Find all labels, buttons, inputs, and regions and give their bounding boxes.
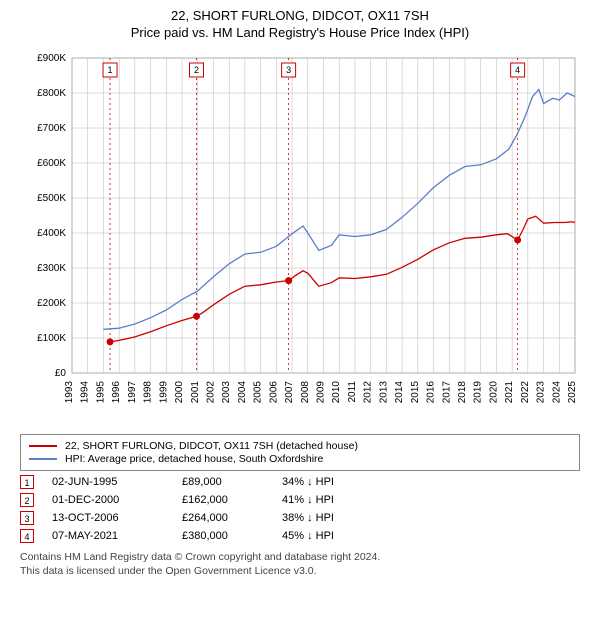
footer-line1: Contains HM Land Registry data © Crown c… <box>20 551 580 565</box>
svg-text:2002: 2002 <box>205 381 216 404</box>
svg-text:£400K: £400K <box>37 228 66 239</box>
svg-text:2013: 2013 <box>378 381 389 404</box>
chart-container: £0 £100K £200K £300K £400K £500K £600K £700K £80… <box>20 48 580 428</box>
svg-text:£800K: £800K <box>37 88 66 99</box>
svg-text:2018: 2018 <box>457 381 468 404</box>
svg-text:£700K: £700K <box>37 123 66 134</box>
svg-text:2021: 2021 <box>504 381 515 404</box>
legend-label-property: 22, SHORT FURLONG, DIDCOT, OX11 7SH (det… <box>65 440 358 452</box>
svg-text:1993: 1993 <box>64 381 75 404</box>
svg-text:£600K: £600K <box>37 158 66 169</box>
page-title: 22, SHORT FURLONG, DIDCOT, OX11 7SH <box>10 8 590 23</box>
svg-text:2012: 2012 <box>363 381 374 404</box>
svg-text:2006: 2006 <box>268 381 279 404</box>
svg-text:2001: 2001 <box>190 381 201 404</box>
sale-date: 01-DEC-2000 <box>52 494 182 506</box>
sale-price: £380,000 <box>182 530 282 542</box>
svg-text:2019: 2019 <box>473 381 484 404</box>
svg-text:1999: 1999 <box>158 381 169 404</box>
svg-text:1998: 1998 <box>143 381 154 404</box>
page-subtitle: Price paid vs. HM Land Registry's House … <box>10 25 590 40</box>
svg-text:2005: 2005 <box>253 381 264 404</box>
sale-marker-3: 3 <box>20 511 34 525</box>
svg-text:2025: 2025 <box>567 381 578 404</box>
svg-text:2017: 2017 <box>441 381 452 404</box>
sale-price: £89,000 <box>182 476 282 488</box>
sale-pct: 41% ↓ HPI <box>282 494 382 506</box>
chart-legend: 22, SHORT FURLONG, DIDCOT, OX11 7SH (det… <box>20 434 580 471</box>
sale-pct: 38% ↓ HPI <box>282 512 382 524</box>
svg-text:1994: 1994 <box>80 381 91 404</box>
footer-attribution: Contains HM Land Registry data © Crown c… <box>20 551 580 578</box>
legend-swatch-hpi <box>29 458 57 460</box>
svg-text:2000: 2000 <box>174 381 185 404</box>
svg-text:2011: 2011 <box>347 381 358 403</box>
legend-row-hpi: HPI: Average price, detached house, Sout… <box>29 453 571 465</box>
svg-text:£300K: £300K <box>37 263 66 274</box>
sale-date: 07-MAY-2021 <box>52 530 182 542</box>
price-chart: £0 £100K £200K £300K £400K £500K £600K £700K £80… <box>20 48 580 428</box>
legend-row-property: 22, SHORT FURLONG, DIDCOT, OX11 7SH (det… <box>29 440 571 452</box>
svg-text:2020: 2020 <box>488 381 499 404</box>
svg-text:£900K: £900K <box>37 53 66 64</box>
svg-text:2024: 2024 <box>551 381 562 404</box>
sale-date: 02-JUN-1995 <box>52 476 182 488</box>
svg-text:2003: 2003 <box>221 381 232 404</box>
legend-swatch-property <box>29 445 57 447</box>
svg-text:1: 1 <box>108 65 113 75</box>
svg-text:£100K: £100K <box>37 333 66 344</box>
svg-text:1996: 1996 <box>111 381 122 404</box>
svg-text:2014: 2014 <box>394 381 405 404</box>
footer-line2: This data is licensed under the Open Gov… <box>20 565 580 579</box>
svg-text:2022: 2022 <box>520 381 531 404</box>
svg-text:1997: 1997 <box>127 381 138 404</box>
svg-text:2007: 2007 <box>284 381 295 404</box>
sale-pct: 34% ↓ HPI <box>282 476 382 488</box>
svg-text:4: 4 <box>515 65 520 75</box>
sale-date: 13-OCT-2006 <box>52 512 182 524</box>
table-row: 4 07-MAY-2021 £380,000 45% ↓ HPI <box>20 529 580 543</box>
svg-text:2016: 2016 <box>426 381 437 404</box>
sale-marker-1: 1 <box>20 475 34 489</box>
sale-price: £264,000 <box>182 512 282 524</box>
sale-pct: 45% ↓ HPI <box>282 530 382 542</box>
svg-text:2004: 2004 <box>237 381 248 404</box>
svg-text:£500K: £500K <box>37 193 66 204</box>
table-row: 3 13-OCT-2006 £264,000 38% ↓ HPI <box>20 511 580 525</box>
svg-text:2: 2 <box>194 65 199 75</box>
svg-text:£200K: £200K <box>37 298 66 309</box>
svg-text:2008: 2008 <box>300 381 311 404</box>
svg-text:3: 3 <box>286 65 291 75</box>
svg-text:2009: 2009 <box>316 381 327 404</box>
svg-text:2010: 2010 <box>331 381 342 404</box>
sales-table: 1 02-JUN-1995 £89,000 34% ↓ HPI 2 01-DEC… <box>20 475 580 543</box>
svg-text:2015: 2015 <box>410 381 421 404</box>
svg-text:2023: 2023 <box>536 381 547 404</box>
sale-marker-4: 4 <box>20 529 34 543</box>
svg-text:1995: 1995 <box>95 381 106 404</box>
sale-price: £162,000 <box>182 494 282 506</box>
table-row: 2 01-DEC-2000 £162,000 41% ↓ HPI <box>20 493 580 507</box>
svg-text:£0: £0 <box>55 368 67 379</box>
sale-marker-2: 2 <box>20 493 34 507</box>
table-row: 1 02-JUN-1995 £89,000 34% ↓ HPI <box>20 475 580 489</box>
legend-label-hpi: HPI: Average price, detached house, Sout… <box>65 453 323 465</box>
